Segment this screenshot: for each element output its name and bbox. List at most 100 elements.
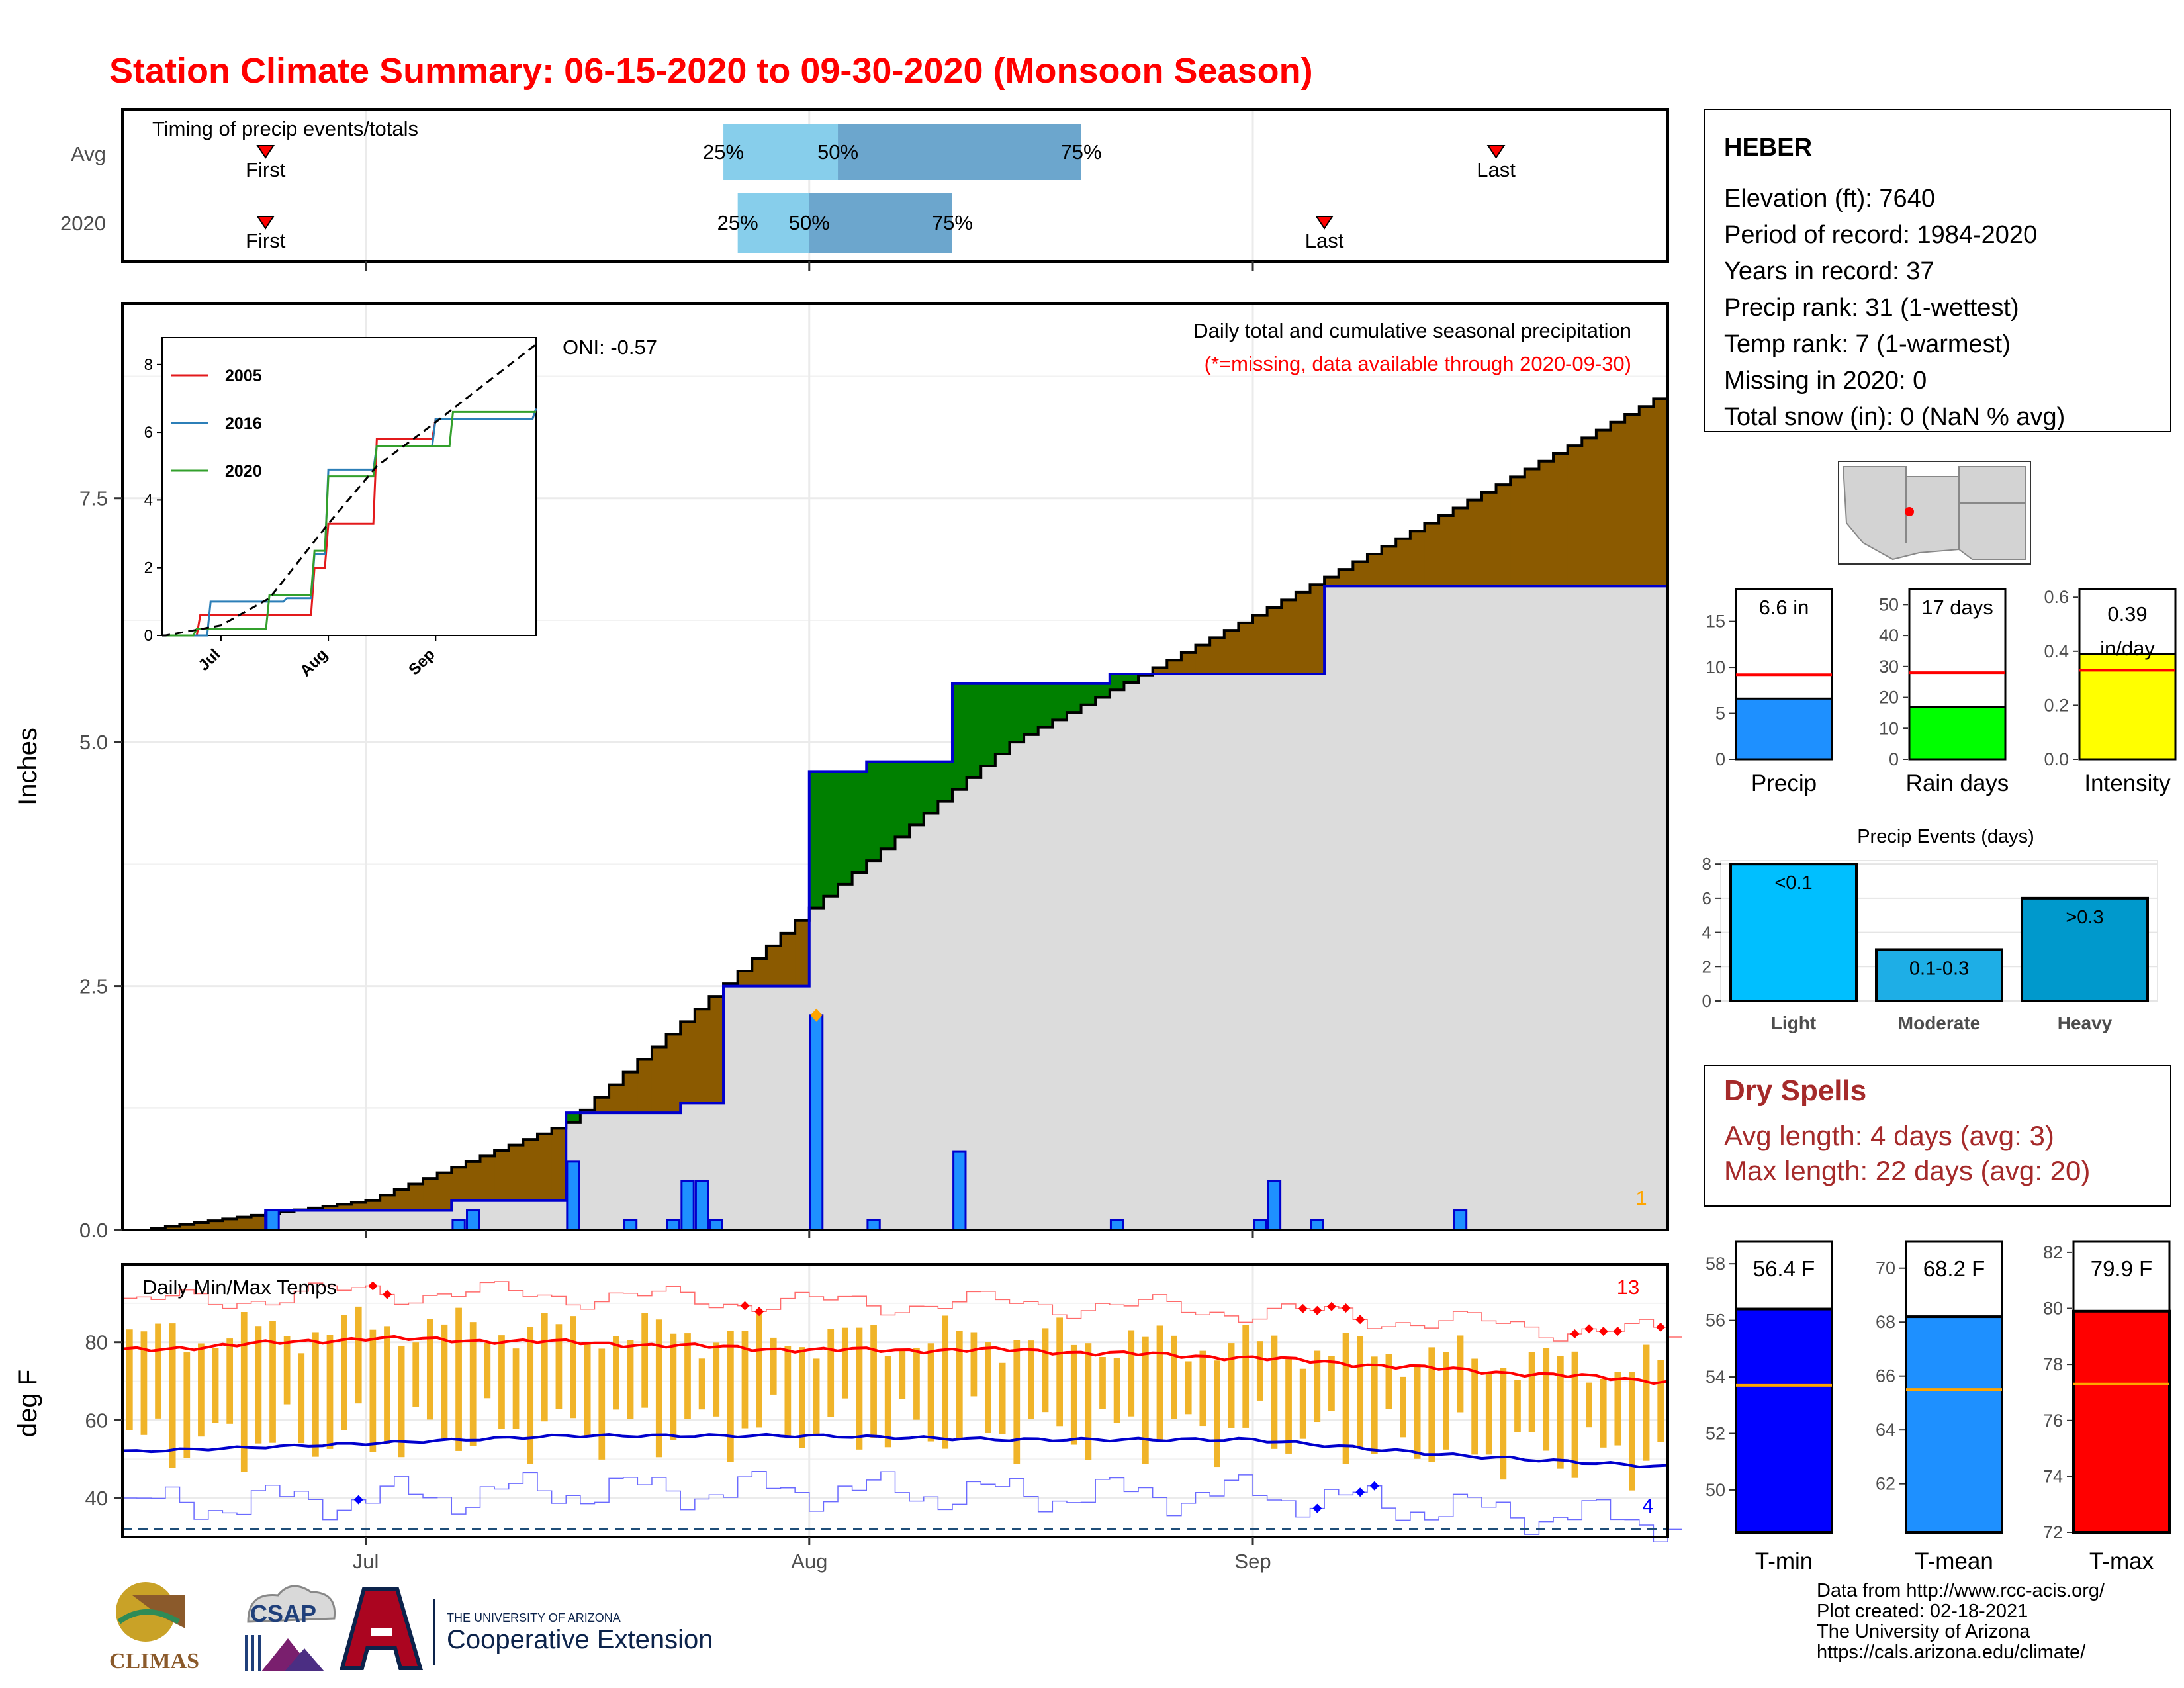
deficit-band [1267,608,1282,674]
station-info-frame [1704,109,2171,432]
deficit-band [1253,615,1268,674]
timing-last-marker [1315,216,1334,230]
daily-temp-bar [1571,1351,1578,1478]
daily-temp-bar [570,1316,576,1419]
temp-panel-frame [121,1263,1669,1538]
precip-panel: 0.0 2.5 5.0 7.5 Inches Daily total and cumu… [13,302,1669,1242]
daily-temp-bar [999,1362,1006,1434]
surplus-band [1009,683,1024,743]
record-high-marker [1584,1324,1594,1334]
timing-row-avg: Avg [71,142,106,165]
ua-line1: THE UNIVERSITY OF ARIZONA [447,1611,621,1624]
precip-annotation-missing: (*=missing, data available through 2020-… [1205,352,1631,375]
summary-value-label: in/day [2100,637,2155,660]
events-ytick-label: 6 [1702,888,1711,908]
temp-ylabel: deg F [13,1370,42,1437]
daily-temp-bar [512,1348,520,1429]
dry-spells-box: Dry Spells Avg length: 4 days (avg: 3) M… [1704,1065,2171,1207]
precip-ytick-label: 2.5 [79,975,108,998]
precip-ylabel: Inches [13,727,42,806]
record-high-marker [1570,1329,1580,1338]
cumulative-2020-fill [122,586,1668,1230]
deficit-band [1424,523,1439,586]
credits-block: Data from http://www.rcc-acis.org/ Plot … [1817,1581,2105,1663]
daily-precip-bar [1253,1219,1267,1231]
daily-temp-bar [1357,1336,1364,1448]
daily-temp-bar [1013,1340,1021,1464]
daily-temp-bar [655,1319,662,1458]
summary-bar-value [1908,706,2007,761]
climas-text: CLIMAS [109,1649,199,1673]
daily-temp-bar [1185,1361,1192,1415]
record-low-marker [353,1495,363,1505]
daily-temp-bar [1385,1354,1392,1409]
deficit-band [680,1021,696,1103]
timing-label-p50: 50% [789,211,830,234]
temp-ytick-label: 60 [85,1409,108,1432]
daily-temp-bar [527,1327,534,1464]
deficit-band [423,1178,438,1211]
deficit-band [1324,577,1340,586]
daily-temp-bar [827,1329,835,1417]
record-high-marker [1613,1326,1623,1336]
daily-temp-bar [469,1322,477,1446]
record-high-marker [1341,1303,1351,1313]
summary-ytick-label: 15 [1706,612,1725,632]
deficit-band [1553,453,1569,586]
daily-temp-bar [1557,1356,1564,1469]
daily-temp-bar [613,1336,619,1410]
avg-min-line [122,1432,1668,1469]
dry-spells-frame [1704,1065,2171,1207]
surplus-band [1095,683,1111,698]
deficit-band [494,1150,510,1201]
deficit-band [1195,645,1210,674]
summary-ytick-label: 0.0 [2044,749,2069,769]
timing-last-label: Last [1477,158,1516,181]
temp-summary-ytick-label: 52 [1706,1423,1725,1443]
deficit-band [322,1206,338,1211]
daily-precip-bar [466,1209,480,1231]
daily-precip-bar [566,1160,580,1231]
daily-temp-bar [1414,1364,1421,1459]
deficit-band [1295,592,1311,674]
daily-temp-bar [1500,1368,1507,1480]
daily-temp-bar [1400,1376,1406,1438]
deficit-band [1653,399,1668,586]
daily-temp-bar [899,1348,906,1399]
station-info-box: HEBER Elevation (ft): 7640 Period of reco… [1704,109,2171,432]
daily-temp-bar [913,1348,920,1420]
station-info-line: Period of record: 1984-2020 [1724,221,2037,249]
daily-temp-bar [541,1313,548,1422]
summary-ytick-label: 20 [1879,688,1899,708]
daily-temp-bar [727,1331,734,1462]
deficit-band [752,958,767,986]
inset-legend-label: 2020 [225,462,262,481]
deficit-band [179,1224,195,1230]
deficit-band [451,1167,467,1201]
station-info-line: Missing in 2020: 0 [1724,367,1927,395]
daily-temp-bar [1328,1356,1335,1411]
deficit-band [1367,553,1383,586]
timing-label-p25: 25% [717,211,758,234]
timing-label-p75: 75% [1061,140,1102,164]
deficit-band [1338,569,1353,586]
temp-summary-ytick-label: 64 [1876,1420,1895,1440]
daily-temp-bar [1586,1382,1592,1428]
daily-temp-bar [813,1358,820,1436]
surplus-band [1109,674,1125,690]
deficit-band [1467,500,1482,586]
daily-precip-bar [952,1150,967,1231]
deficit-band [394,1189,410,1211]
temp-ytick-label: 40 [85,1487,108,1510]
daily-temp-bar [355,1306,362,1404]
daily-temp-bar [985,1342,991,1434]
daily-temp-bar [1214,1360,1220,1468]
summary-bar-label: Rain days [1906,771,2009,796]
summary-bar-label: Intensity [2084,771,2171,796]
deficit-band [1152,667,1167,674]
daily-temp-bar [283,1336,291,1405]
deficit-band [1210,637,1225,674]
daily-temp-bar [741,1331,749,1429]
daily-temp-bar [1042,1328,1049,1413]
